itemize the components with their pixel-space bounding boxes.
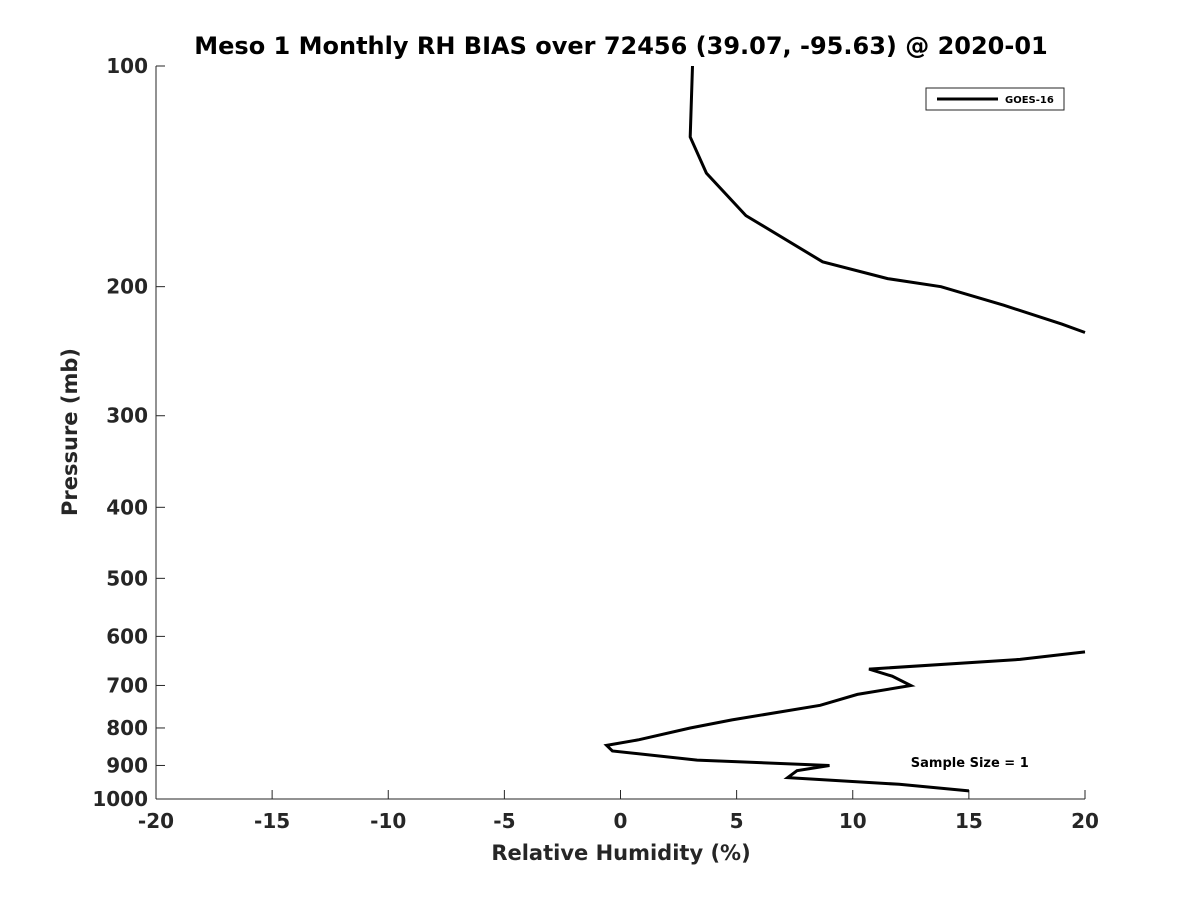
y-tick-label: 800 [106,716,148,740]
y-tick-label: 900 [106,753,148,777]
sample-size-annotation: Sample Size = 1 [911,756,1029,771]
x-tick-label: 15 [955,809,983,833]
x-tick-label: 0 [614,809,628,833]
x-tick-label: -20 [138,809,174,833]
x-tick-label: 5 [730,809,744,833]
tick-layer: -20 -15 -10 -5 0 5 10 15 20 100 200 300 400 500 600 700… [92,54,1099,833]
y-axis-label: Pressure (mb) [58,348,82,516]
legend: GOES-16 [925,87,1065,111]
y-tick-label: 100 [106,54,148,78]
y-tick-label: 700 [106,673,148,697]
series-line-goes-16-segment-2 [603,650,1086,793]
chart-title: Meso 1 Monthly RH BIAS over 72456 (39.07… [194,32,1047,60]
series-layer [603,65,1086,793]
y-tick-label: 1000 [92,787,148,811]
x-tick-label: -15 [254,809,290,833]
y-tick-label: 600 [106,624,148,648]
y-tick-label: 200 [106,275,148,299]
y-tick-label: 300 [106,404,148,428]
x-tick-label: 10 [839,809,867,833]
x-tick-label: -10 [370,809,406,833]
y-tick-label: 400 [106,495,148,519]
y-tick-label: 500 [106,566,148,590]
x-axis-label: Relative Humidity (%) [491,841,750,865]
legend-label-goes-16: GOES-16 [1005,95,1054,106]
series-line-goes-16-segment-1 [688,65,1086,334]
x-tick-label: 20 [1071,809,1099,833]
x-tick-label: -5 [493,809,515,833]
